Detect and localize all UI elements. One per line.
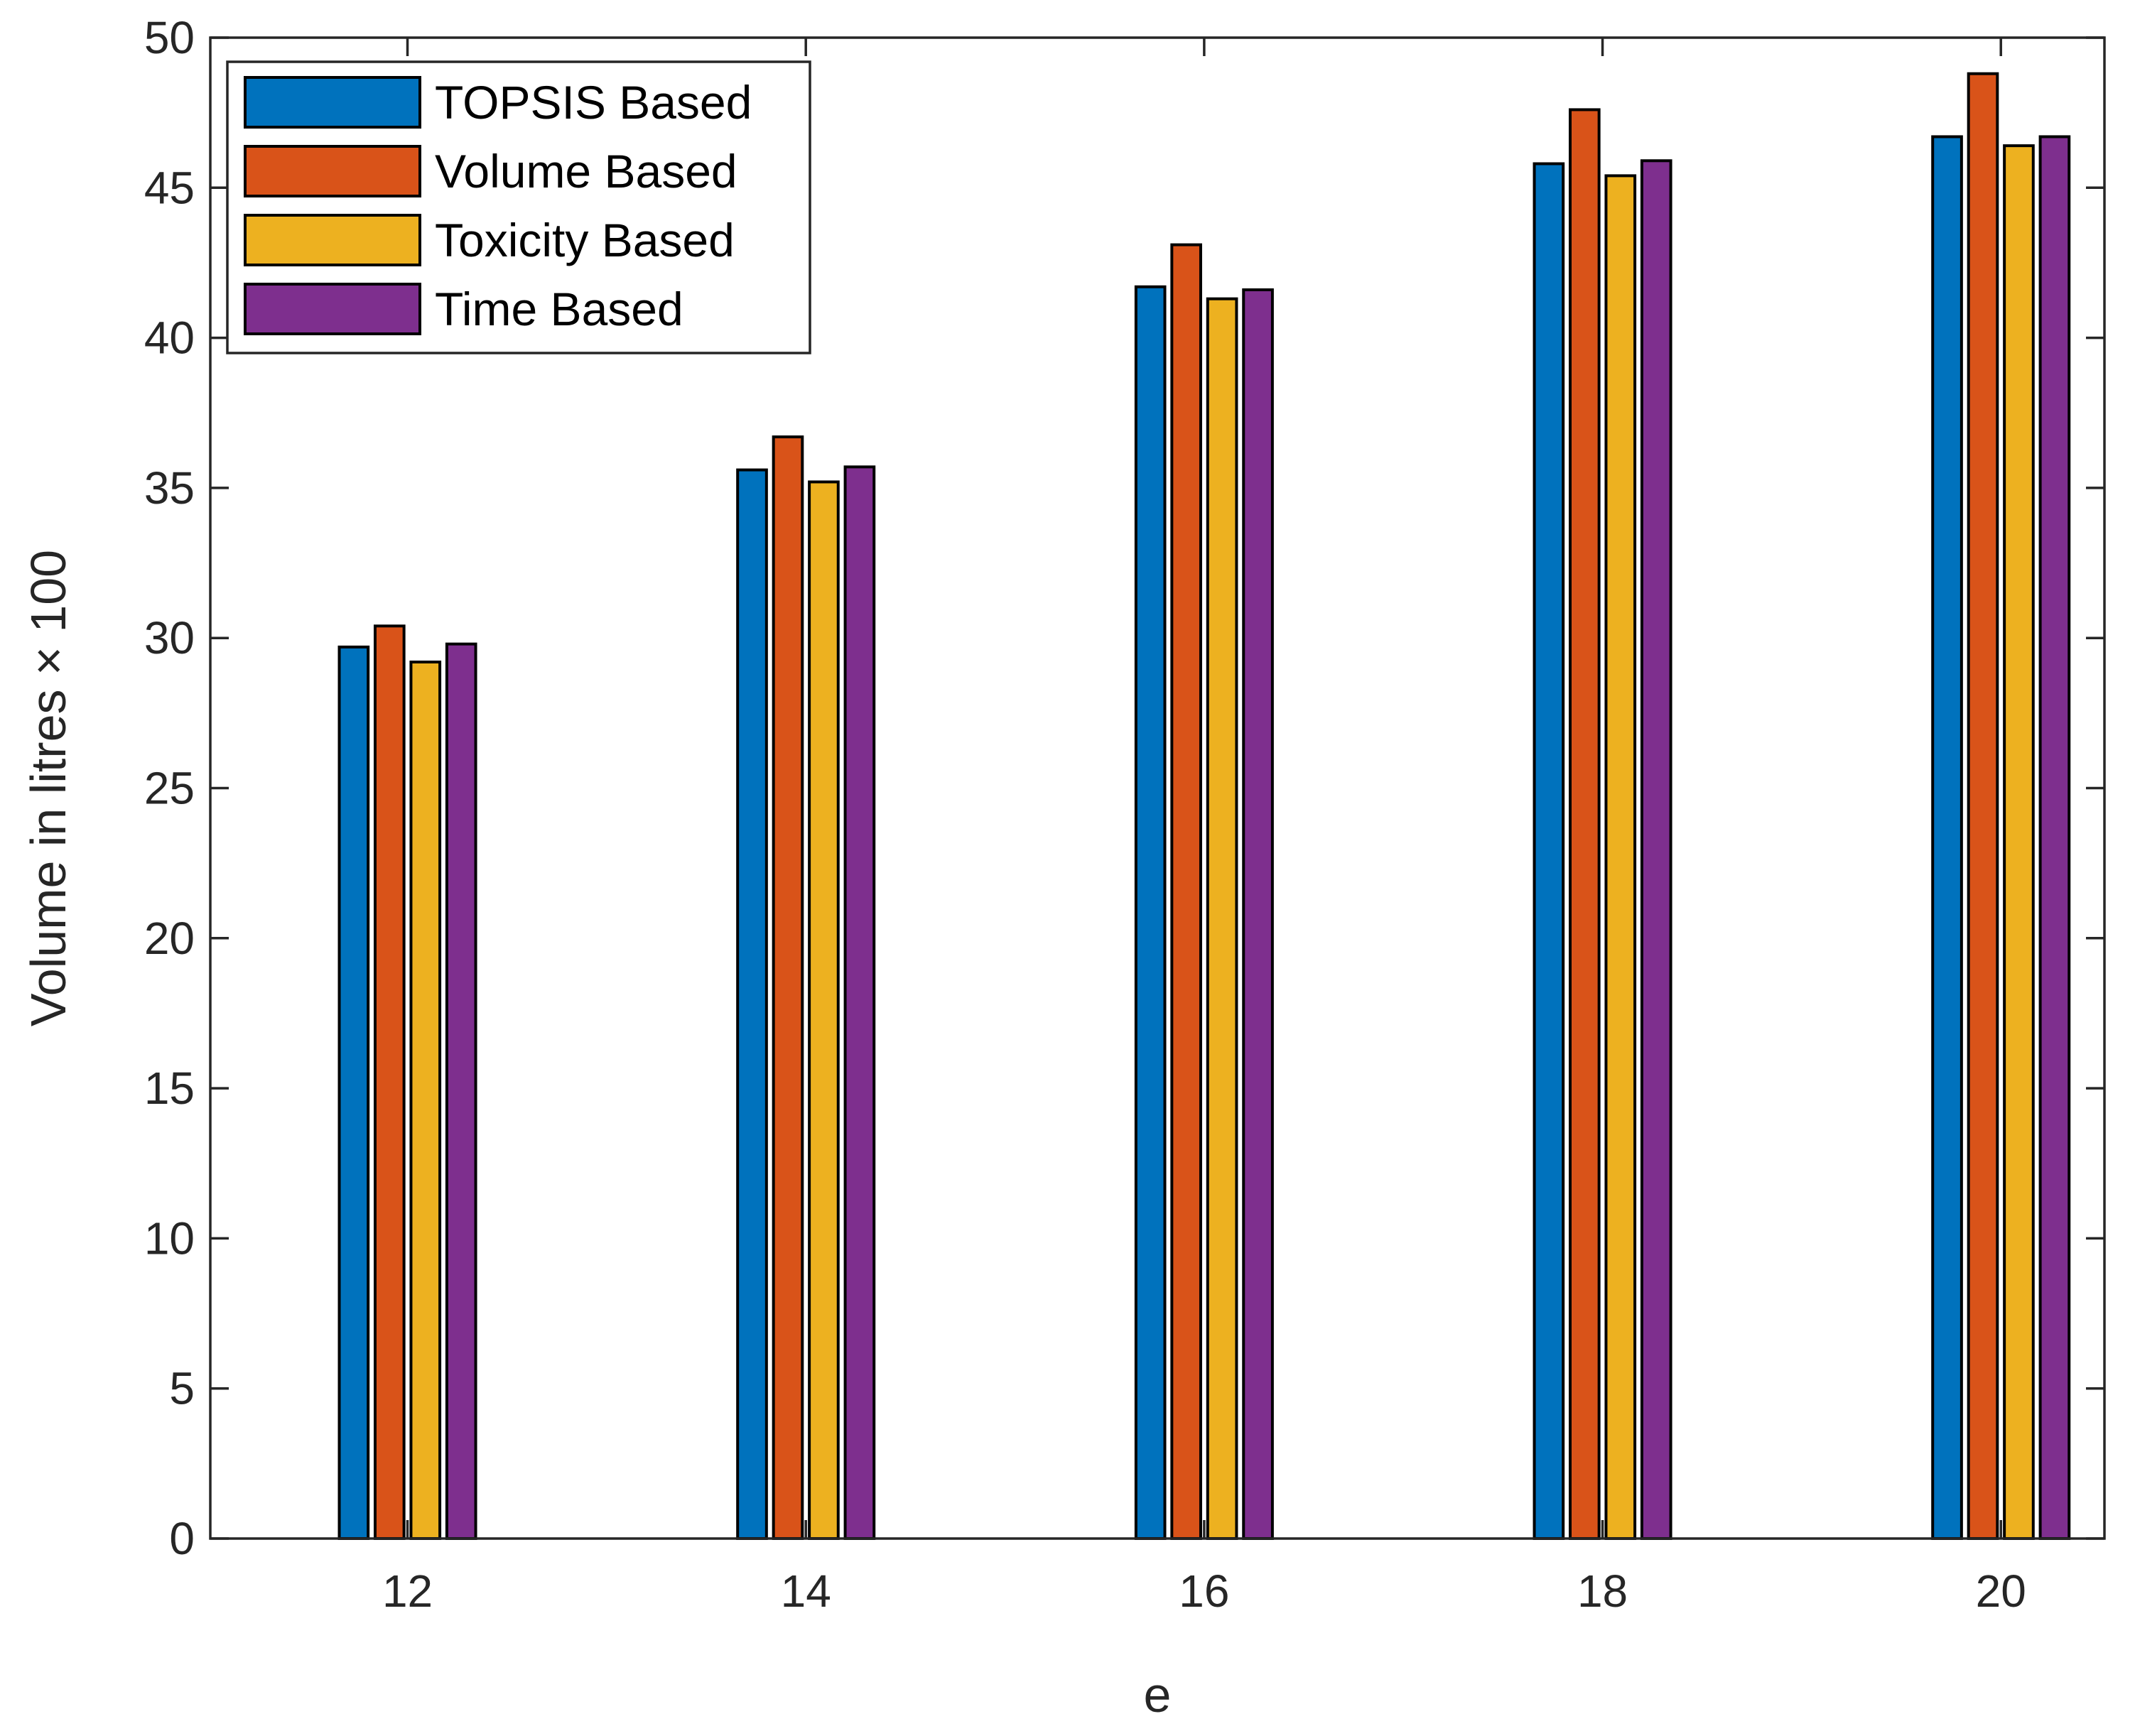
y-tick-label: 45 bbox=[144, 162, 195, 213]
legend: TOPSIS Based Volume Based Toxicity Based Ti… bbox=[226, 60, 811, 354]
legend-label: Volume Based bbox=[435, 145, 737, 197]
bar-toxicity-based bbox=[1206, 297, 1238, 1540]
x-axis-title: e bbox=[1144, 1667, 1172, 1723]
bars-group bbox=[337, 72, 2071, 1541]
bar-toxicity-based bbox=[409, 661, 442, 1540]
bar-volume-based bbox=[1170, 243, 1202, 1540]
y-axis: 0 5 10 15 20 25 30 35 40 45 50 bbox=[144, 12, 2104, 1564]
y-tick-label: 30 bbox=[144, 612, 195, 663]
x-tick-label: 18 bbox=[1577, 1566, 1628, 1617]
bar-volume-based bbox=[772, 435, 804, 1540]
bar-time-based bbox=[445, 642, 477, 1540]
y-tick-label: 35 bbox=[144, 462, 195, 514]
bar-time-based bbox=[2038, 135, 2071, 1540]
legend-swatch bbox=[244, 76, 421, 129]
axes-frame bbox=[209, 36, 2106, 1540]
x-tick-label: 16 bbox=[1179, 1566, 1229, 1617]
x-tick-label: 20 bbox=[1976, 1566, 2026, 1617]
bar-time-based bbox=[1640, 159, 1672, 1541]
legend-swatch bbox=[244, 283, 421, 335]
bar-toxicity-based bbox=[2003, 144, 2035, 1541]
bar-toxicity-based bbox=[1604, 174, 1637, 1540]
legend-label: Toxicity Based bbox=[435, 214, 735, 266]
bar-time-based bbox=[843, 465, 876, 1540]
legend-label: Time Based bbox=[435, 283, 683, 335]
x-axis: 12 14 16 18 20 bbox=[382, 38, 2026, 1617]
bar-volume-based bbox=[1568, 108, 1601, 1541]
bar-toxicity-based bbox=[808, 480, 840, 1540]
x-tick-label: 14 bbox=[781, 1566, 831, 1617]
legend-label: TOPSIS Based bbox=[435, 76, 752, 129]
y-tick-label: 25 bbox=[144, 763, 195, 814]
y-tick-label: 5 bbox=[169, 1363, 195, 1414]
bar-time-based bbox=[1242, 288, 1274, 1540]
bar-volume-based bbox=[373, 624, 406, 1540]
legend-swatch bbox=[244, 214, 421, 266]
bar-topsis-based bbox=[1533, 162, 1565, 1541]
bar-volume-based bbox=[1967, 72, 1999, 1541]
y-axis-title: Volume in litres × 100 bbox=[21, 550, 76, 1026]
y-tick-label: 10 bbox=[144, 1213, 195, 1264]
y-tick-label: 20 bbox=[144, 913, 195, 964]
bar-topsis-based bbox=[736, 468, 768, 1541]
y-tick-label: 15 bbox=[144, 1063, 195, 1114]
y-tick-label: 0 bbox=[169, 1513, 195, 1564]
x-tick-label: 12 bbox=[382, 1566, 433, 1617]
bar-topsis-based bbox=[1931, 135, 1963, 1540]
y-tick-label: 50 bbox=[144, 12, 195, 63]
legend-swatch bbox=[244, 145, 421, 197]
y-tick-label: 40 bbox=[144, 313, 195, 364]
bar-topsis-based bbox=[337, 645, 370, 1540]
bar-topsis-based bbox=[1134, 285, 1167, 1540]
